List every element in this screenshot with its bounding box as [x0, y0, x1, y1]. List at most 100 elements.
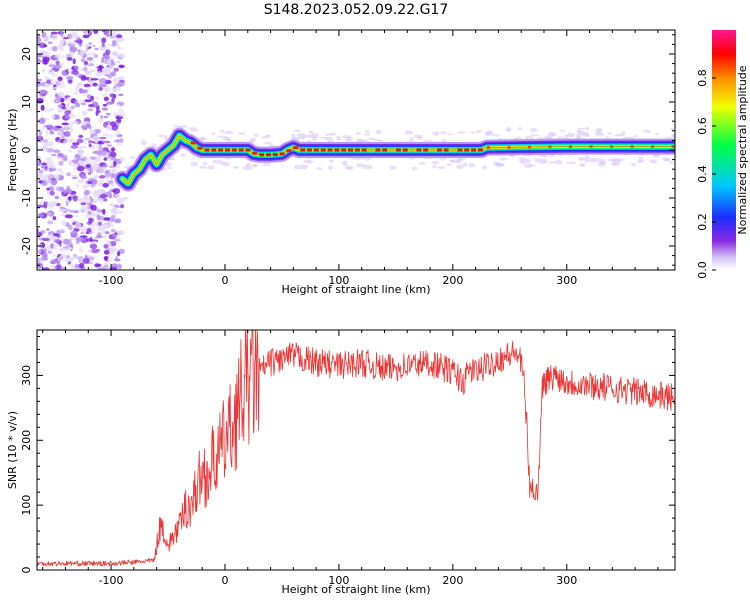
halo-speck [122, 196, 129, 200]
halo-speck [404, 130, 414, 135]
noise-speck [37, 135, 42, 139]
noise-speck [66, 108, 75, 112]
noise-speck [84, 70, 92, 76]
noise-speck [61, 220, 67, 226]
noise-speck [47, 201, 56, 208]
noise-speck [87, 181, 93, 184]
noise-speck [91, 241, 98, 244]
x-tick-label: 100 [328, 274, 349, 287]
halo-speck [638, 156, 644, 162]
noise-speck [57, 256, 63, 262]
noise-speck [86, 227, 92, 233]
noise-speck [80, 58, 86, 63]
noise-speck [53, 149, 61, 154]
noise-speck [78, 246, 83, 253]
noise-speck [105, 124, 113, 130]
x-tick-label: 300 [556, 274, 577, 287]
noise-speck [105, 33, 110, 38]
noise-speck [68, 113, 76, 118]
noise-speck [51, 114, 56, 119]
noise-speck [101, 57, 105, 64]
noise-speck [54, 195, 60, 200]
noise-speck [77, 178, 85, 184]
halo-speck [632, 135, 638, 138]
snr-ylabel: SNR (10 * v/v) [6, 411, 19, 489]
halo-speck [669, 128, 675, 131]
x-tick-label: 100 [328, 574, 349, 587]
noise-speck [99, 194, 108, 199]
halo-speck [224, 130, 234, 135]
noise-speck [59, 254, 68, 258]
noise-speck [86, 86, 90, 91]
noise-speck [103, 249, 110, 255]
noise-speck [51, 179, 58, 186]
noise-speck [64, 214, 73, 219]
noise-speck [74, 85, 80, 92]
halo-speck [237, 132, 246, 135]
noise-speck [37, 156, 41, 161]
noise-speck [37, 174, 45, 181]
noise-speck [53, 175, 60, 180]
noise-speck [116, 230, 125, 236]
noise-speck [98, 167, 103, 173]
noise-speck [104, 171, 111, 178]
noise-speck [47, 41, 53, 45]
noise-speck [61, 122, 69, 126]
snr-series-line [37, 330, 675, 567]
noise-speck [41, 58, 49, 65]
y-tick-label: 20 [20, 47, 33, 61]
halo-speck [311, 136, 318, 142]
noise-speck [103, 115, 109, 119]
halo-speck [482, 165, 488, 170]
noise-speck [110, 203, 116, 207]
halo-speck [456, 157, 463, 163]
noise-speck [48, 211, 52, 216]
noise-speck [69, 45, 75, 52]
noise-speck [116, 103, 120, 107]
colorbar-tick-label: 0.0 [696, 261, 709, 279]
noise-speck [44, 175, 49, 182]
noise-speck [41, 237, 50, 242]
halo-speck [264, 134, 271, 138]
noise-speck [57, 104, 64, 108]
noise-speck [49, 107, 55, 111]
halo-speck [431, 161, 439, 165]
halo-speck [212, 159, 223, 164]
noise-speck [37, 96, 43, 99]
noise-speck [75, 214, 79, 218]
noise-speck [116, 251, 121, 257]
halo-speck [293, 164, 302, 170]
ridge-core-dash [293, 146, 299, 150]
colorbar-tick-label: 0.8 [696, 69, 709, 87]
noise-speck [102, 164, 109, 168]
noise-speck [111, 88, 118, 93]
noise-speck [113, 67, 119, 72]
noise-speck [115, 118, 122, 123]
noise-speckle [37, 30, 126, 270]
noise-speck [119, 156, 125, 161]
noise-speck [83, 99, 92, 103]
noise-speck [55, 202, 61, 207]
noise-speck [97, 267, 106, 270]
x-tick-label: 300 [556, 574, 577, 587]
noise-speck [38, 89, 44, 96]
halo-speck [432, 165, 437, 168]
halo-speck [538, 161, 546, 164]
noise-speck [37, 34, 41, 39]
noise-speck [85, 164, 91, 168]
halo-speck [140, 140, 147, 146]
noise-speck [60, 171, 65, 177]
halo-speck [491, 134, 501, 137]
halo-speck [468, 163, 476, 168]
noise-speck [92, 150, 99, 154]
halo-speck [341, 160, 348, 165]
noise-speck [99, 149, 107, 156]
noise-speck [99, 64, 103, 70]
noise-speck [78, 67, 84, 72]
noise-speck [116, 236, 121, 240]
halo-speck [413, 134, 423, 138]
halo-speck [614, 133, 624, 137]
ridge-line [122, 135, 675, 185]
noise-speck [70, 230, 78, 237]
noise-speck [79, 50, 84, 57]
